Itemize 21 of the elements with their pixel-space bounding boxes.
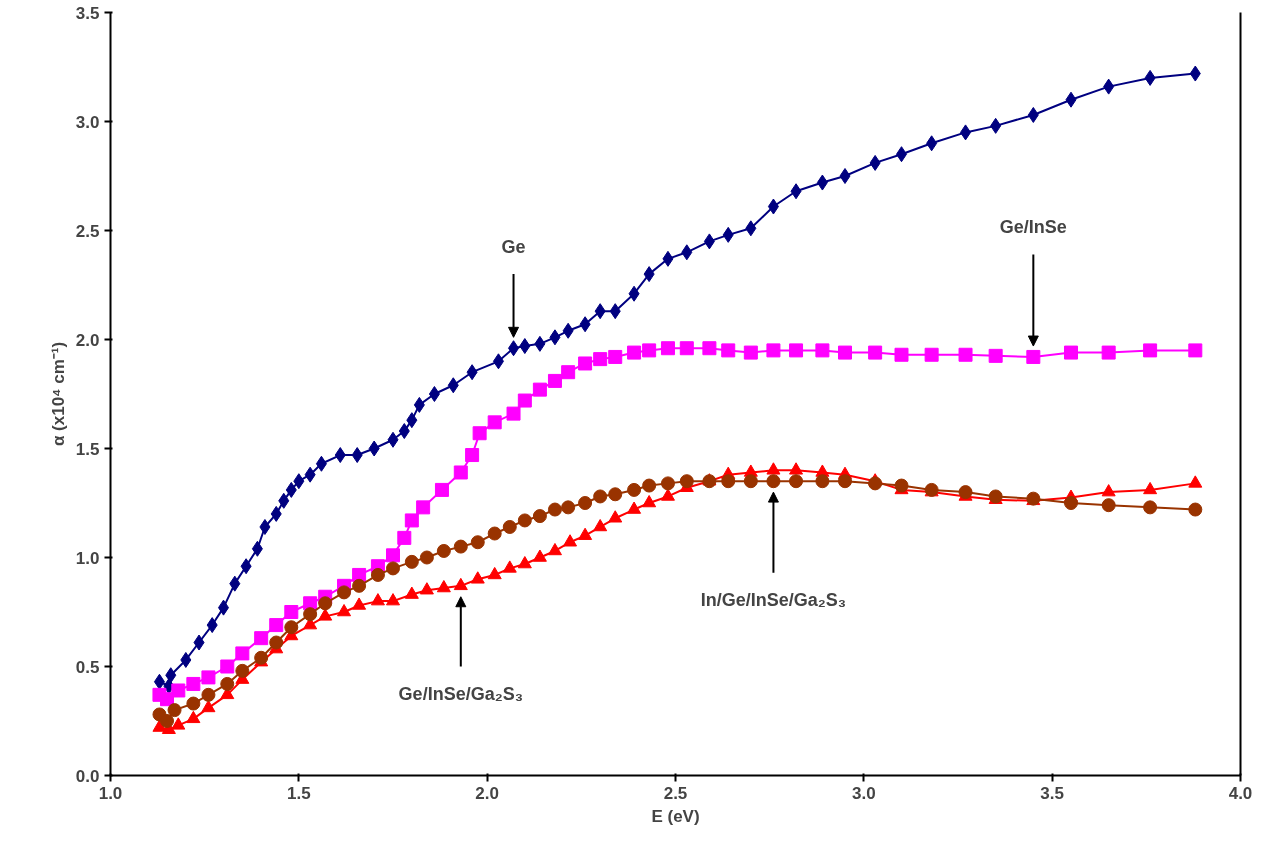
y-tick-label: 0.0 [75, 766, 100, 786]
x-tick-label: 2.0 [475, 783, 499, 803]
y-tick-label: 2.5 [75, 221, 100, 241]
x-tick-label: 3.5 [1040, 783, 1064, 803]
text: Ge/InSe [999, 217, 1067, 238]
x-tick-label: 1.5 [287, 783, 311, 803]
x-tick-label: 1.0 [98, 783, 123, 803]
text: Ge [501, 236, 526, 257]
y-tick-label: 1.0 [75, 548, 100, 568]
text: In/Ge/InSe/Ga₂S₃ [700, 590, 847, 611]
y-tick-label: 2.0 [75, 330, 100, 350]
y-tick-label: 1.5 [75, 439, 100, 459]
x-tick-label: 2.5 [663, 783, 688, 803]
y-tick-label: 3.5 [75, 3, 100, 23]
x-axis-title: E (eV) [651, 806, 700, 826]
x-tick-label: 4.0 [1228, 783, 1253, 803]
y-tick-label: 3.0 [75, 112, 100, 132]
y-tick-label: 0.5 [75, 657, 100, 677]
text: Ge/InSe/Ga₂S₃ [398, 683, 523, 704]
y-axis-title: α (x10⁴ cm⁻¹) [48, 341, 68, 447]
x-tick-label: 3.0 [852, 783, 876, 803]
